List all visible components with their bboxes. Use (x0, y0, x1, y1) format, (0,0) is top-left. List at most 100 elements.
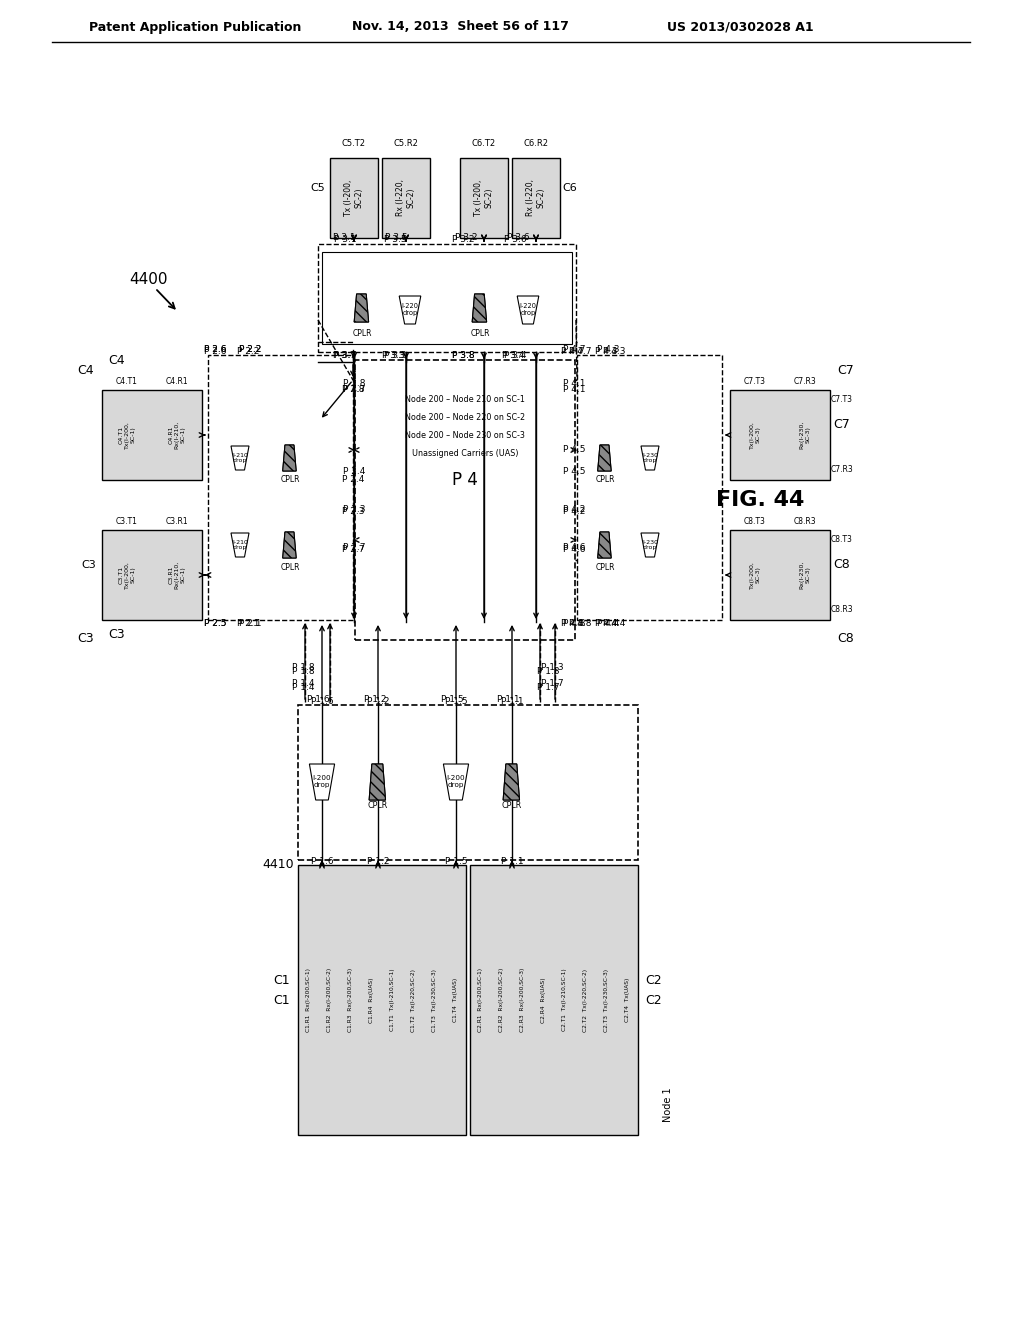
Text: I-230
drop: I-230 drop (642, 540, 658, 550)
Text: C6: C6 (562, 183, 578, 193)
Text: P 1.3: P 1.3 (537, 668, 559, 676)
Polygon shape (641, 446, 659, 470)
Text: P 3.7: P 3.7 (334, 351, 356, 360)
Text: P 3.1: P 3.1 (333, 232, 355, 242)
Polygon shape (283, 532, 296, 558)
Polygon shape (231, 446, 249, 470)
Text: P 4.4: P 4.4 (603, 619, 626, 627)
Text: P 4.7: P 4.7 (561, 347, 584, 356)
Text: P 4.3: P 4.3 (603, 347, 626, 356)
Text: C1.R2  Rx(I-200,SC-2): C1.R2 Rx(I-200,SC-2) (327, 968, 332, 1032)
Text: P 2.6: P 2.6 (204, 347, 226, 356)
Text: P 3.3: P 3.3 (384, 351, 407, 360)
Text: C8: C8 (838, 631, 854, 644)
Text: P 2.3: P 2.3 (342, 507, 365, 516)
Text: P 1.5: P 1.5 (444, 858, 467, 866)
Text: P 4.1: P 4.1 (563, 385, 586, 395)
Text: Tx(I-200,
SC-3): Tx(I-200, SC-3) (750, 421, 761, 449)
Text: P 3.6: P 3.6 (504, 235, 526, 244)
Text: C1.T2  Tx(I-220,SC-2): C1.T2 Tx(I-220,SC-2) (411, 969, 416, 1031)
Text: P 4.8: P 4.8 (561, 619, 584, 627)
Text: US 2013/0302028 A1: US 2013/0302028 A1 (667, 21, 813, 33)
Text: P 3.8: P 3.8 (452, 351, 474, 360)
Text: P 1.6: P 1.6 (306, 696, 330, 705)
Text: C4.R1: C4.R1 (166, 376, 188, 385)
Text: P 3.2: P 3.2 (452, 235, 474, 244)
Polygon shape (472, 294, 486, 322)
Text: P 3.7: P 3.7 (333, 351, 355, 360)
Text: P 2.3: P 2.3 (343, 506, 366, 515)
Text: I-220
drop: I-220 drop (519, 304, 537, 317)
Text: P 2.8: P 2.8 (342, 385, 365, 395)
Text: I-210
drop: I-210 drop (232, 540, 248, 550)
Text: I-200
drop: I-200 drop (446, 776, 465, 788)
Text: Rx (I-220,
SC-2): Rx (I-220, SC-2) (526, 180, 546, 216)
Text: P 2.4: P 2.4 (342, 475, 365, 484)
Text: P 4.6: P 4.6 (563, 543, 586, 552)
Text: C7.R3: C7.R3 (830, 466, 853, 474)
Text: C1.R4  Rx(UAS): C1.R4 Rx(UAS) (369, 977, 374, 1023)
Text: I-220
drop: I-220 drop (401, 304, 419, 317)
Text: C7: C7 (838, 363, 854, 376)
Text: P 3.5: P 3.5 (385, 232, 408, 242)
Text: P 1.1: P 1.1 (501, 858, 523, 866)
Text: P 1.7: P 1.7 (537, 682, 559, 692)
Bar (298, 705, 638, 861)
Text: P 1.8: P 1.8 (292, 664, 314, 672)
Text: FIG. 44: FIG. 44 (716, 490, 804, 510)
Text: C1.T4  Tx(UAS): C1.T4 Tx(UAS) (453, 978, 458, 1022)
Text: Node 200 – Node 220 on SC-2: Node 200 – Node 220 on SC-2 (404, 413, 525, 422)
Polygon shape (503, 764, 519, 800)
Polygon shape (283, 445, 296, 471)
Text: Nov. 14, 2013  Sheet 56 of 117: Nov. 14, 2013 Sheet 56 of 117 (351, 21, 568, 33)
Text: P 2.2: P 2.2 (237, 347, 259, 356)
Text: C2.R3  Rx(I-200,SC-3): C2.R3 Rx(I-200,SC-3) (520, 968, 525, 1032)
Text: P 2.1: P 2.1 (237, 619, 259, 627)
Text: Patent Application Publication: Patent Application Publication (89, 21, 301, 33)
Bar (355, 360, 575, 640)
Text: P 3.4: P 3.4 (504, 351, 526, 360)
Text: P 1.5: P 1.5 (440, 696, 463, 705)
Text: P 1.2: P 1.2 (364, 696, 386, 705)
Text: P 4.2: P 4.2 (563, 507, 585, 516)
Text: Node 1: Node 1 (663, 1088, 673, 1122)
Text: P 3.5: P 3.5 (384, 235, 407, 244)
Text: C7.R3: C7.R3 (794, 376, 816, 385)
Text: C6.T2: C6.T2 (472, 140, 496, 149)
Text: C5: C5 (310, 183, 326, 193)
Text: P 4.8: P 4.8 (568, 619, 591, 627)
Text: CPLR: CPLR (281, 562, 300, 572)
Text: P 1.1: P 1.1 (501, 697, 523, 706)
Text: CPLR: CPLR (470, 329, 489, 338)
Text: Tx (I-200,
SC-2): Tx (I-200, SC-2) (474, 180, 494, 216)
Text: C2.T4  Tx(UAS): C2.T4 Tx(UAS) (625, 978, 630, 1022)
Text: P 1.8: P 1.8 (292, 668, 314, 676)
Text: C2.R1  Rx(I-200,SC-1): C2.R1 Rx(I-200,SC-1) (478, 968, 483, 1032)
Polygon shape (354, 294, 369, 322)
Text: CPLR: CPLR (368, 801, 388, 810)
Polygon shape (399, 296, 421, 323)
Polygon shape (370, 764, 385, 800)
Text: I-210
drop: I-210 drop (232, 453, 248, 463)
Polygon shape (283, 532, 296, 558)
Text: C7: C7 (834, 418, 850, 432)
Text: C8.R3: C8.R3 (794, 516, 816, 525)
Text: C1: C1 (273, 974, 291, 986)
Polygon shape (598, 445, 611, 471)
Bar (318, 244, 575, 352)
Polygon shape (598, 445, 611, 471)
Polygon shape (309, 764, 335, 800)
Bar (102, 531, 202, 620)
Text: C1.R3  Rx(I-200,SC-3): C1.R3 Rx(I-200,SC-3) (348, 968, 353, 1032)
Text: P 2.7: P 2.7 (342, 545, 365, 554)
Text: P 1.7: P 1.7 (541, 678, 563, 688)
Text: P 2.6: P 2.6 (204, 346, 226, 355)
Text: P 4.3: P 4.3 (595, 347, 617, 356)
Polygon shape (503, 764, 519, 800)
Polygon shape (231, 533, 249, 557)
Text: P 4.2: P 4.2 (563, 506, 585, 515)
Text: P 4.8: P 4.8 (563, 619, 586, 627)
Bar (460, 158, 508, 238)
Text: Node 200 – Node 210 on SC-1: Node 200 – Node 210 on SC-1 (406, 396, 525, 404)
Text: P 1.2: P 1.2 (367, 697, 389, 706)
